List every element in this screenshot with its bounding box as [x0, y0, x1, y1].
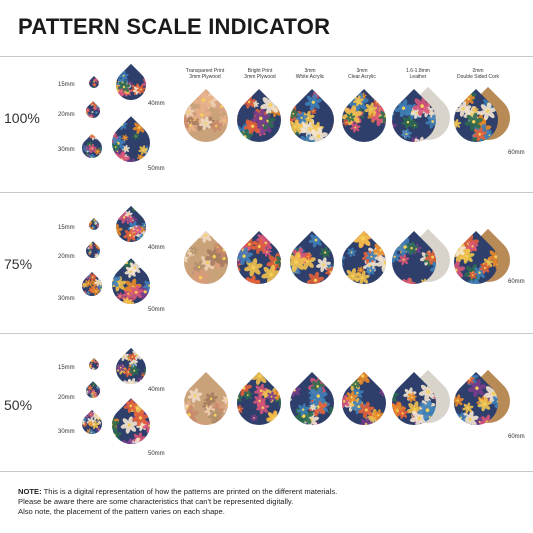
- scale-label: 50%: [4, 397, 33, 413]
- size-label: 15mm: [58, 365, 75, 371]
- scale-label: 100%: [4, 110, 40, 126]
- note-line: Please be aware there are some character…: [18, 497, 294, 506]
- pattern-swatch: [104, 258, 158, 312]
- pattern-swatch: [332, 230, 396, 294]
- size-label: 40mm: [148, 245, 165, 251]
- note-line: Also note, the placement of the pattern …: [18, 507, 225, 516]
- material-header: Bright Print 3mm Plywood: [244, 68, 276, 80]
- size-label: 15mm: [58, 82, 75, 88]
- size-label: 50mm: [148, 166, 165, 172]
- pattern-swatch: [77, 409, 107, 439]
- size-label: 40mm: [148, 101, 165, 107]
- divider: [0, 192, 533, 193]
- size-label: 40mm: [148, 387, 165, 393]
- size-label: 30mm: [58, 147, 75, 153]
- pattern-swatch: [77, 271, 107, 301]
- pattern-swatch: [86, 75, 102, 91]
- size-label: 60mm: [508, 434, 525, 440]
- note-label: NOTE:: [18, 487, 42, 496]
- scale-label: 75%: [4, 256, 33, 272]
- divider: [0, 56, 533, 57]
- material-header: 1.6-1.8mm Leather: [406, 68, 430, 80]
- pattern-swatch: [227, 88, 291, 152]
- material-header: 2mm Double Sided Cork: [457, 68, 499, 80]
- pattern-swatch: [77, 133, 107, 163]
- pattern-swatch: [332, 371, 396, 435]
- pattern-swatch: [83, 381, 103, 401]
- size-label: 30mm: [58, 429, 75, 435]
- pattern-swatch: [174, 371, 238, 435]
- pattern-swatch: [174, 88, 238, 152]
- material-header: Transparent Print 3mm Plywood: [185, 68, 225, 80]
- pattern-swatch: [109, 205, 153, 249]
- pattern-swatch: [227, 230, 291, 294]
- pattern-swatch: [104, 116, 158, 170]
- size-label: 20mm: [58, 112, 75, 118]
- pattern-swatch: [227, 371, 291, 435]
- size-label: 60mm: [508, 150, 525, 156]
- note: NOTE: This is a digital representation o…: [18, 487, 337, 517]
- size-label: 60mm: [508, 279, 525, 285]
- pattern-swatch: [86, 217, 102, 233]
- pattern-swatch: [280, 371, 344, 435]
- pattern-swatch: [280, 88, 344, 152]
- pattern-swatch: [332, 88, 396, 152]
- pattern-swatch: [280, 230, 344, 294]
- pattern-swatch: [83, 101, 103, 121]
- page-title: PATTERN SCALE INDICATOR: [18, 14, 331, 39]
- divider: [0, 471, 533, 472]
- note-line: This is a digital representation of how …: [41, 487, 338, 496]
- size-label: 15mm: [58, 225, 75, 231]
- size-label: 20mm: [58, 254, 75, 260]
- size-label: 50mm: [148, 451, 165, 457]
- size-label: 50mm: [148, 307, 165, 313]
- pattern-swatch: [83, 241, 103, 261]
- material-header: 3mm White Acrylic: [295, 68, 325, 80]
- pattern-swatch: [174, 230, 238, 294]
- pattern-swatch: [104, 398, 158, 452]
- size-label: 20mm: [58, 395, 75, 401]
- pattern-swatch: [109, 347, 153, 391]
- material-header: 3mm Clear Acrylic: [348, 68, 376, 80]
- divider: [0, 333, 533, 334]
- size-label: 30mm: [58, 296, 75, 302]
- pattern-swatch: [109, 63, 153, 107]
- pattern-swatch: [86, 357, 102, 373]
